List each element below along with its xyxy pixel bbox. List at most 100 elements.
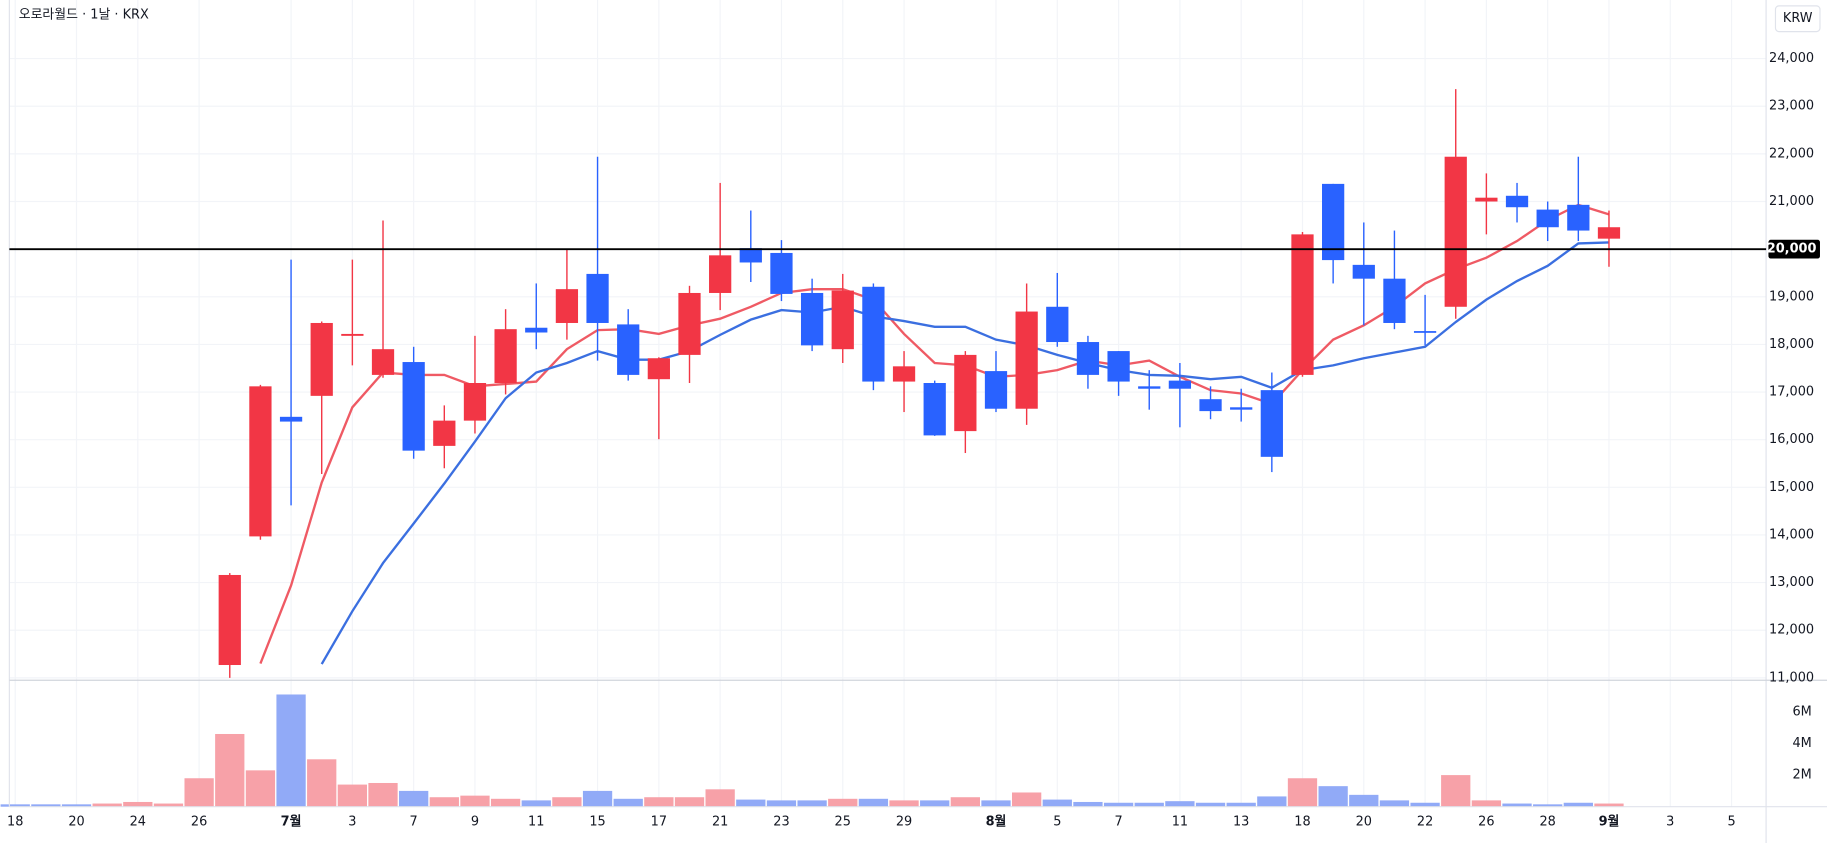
x-tick-label: 22	[1417, 814, 1433, 829]
candle-body	[402, 362, 425, 451]
candle-body	[279, 416, 303, 422]
x-tick-label: 5	[1727, 814, 1735, 829]
volume-bar	[1502, 803, 1532, 807]
moving-average	[320, 241, 1610, 665]
candle-body	[739, 248, 762, 263]
candle-body	[1291, 234, 1314, 375]
candle-body	[586, 273, 609, 323]
x-tick-label: 11	[528, 814, 544, 829]
volume-bar	[153, 803, 184, 807]
candle-body	[647, 358, 670, 380]
candle-body	[463, 383, 487, 421]
volume-bar	[521, 800, 551, 807]
volume-bar	[1226, 802, 1256, 807]
level-label: 20,000	[1767, 242, 1817, 257]
volume-bar	[705, 789, 735, 807]
volume-bar	[1073, 801, 1103, 807]
x-tick-label: 9	[471, 814, 479, 829]
volume-bar	[276, 694, 306, 807]
volume-tick-label: 6M	[1792, 704, 1811, 719]
y-tick-label: 16,000	[1769, 432, 1814, 447]
x-tick-label: 5	[1053, 814, 1061, 829]
candle-body	[1168, 380, 1192, 389]
volume-bar	[1410, 802, 1440, 807]
axes: 11,000 12,000 13,000 14,000 15,000 16,000 17,0…	[7, 51, 1820, 829]
volume-bar	[1287, 778, 1318, 807]
candle-body	[770, 252, 793, 294]
x-tick-label: 11	[1172, 814, 1188, 829]
volume-bar	[1103, 802, 1134, 807]
volume-tick-label: 4M	[1792, 736, 1811, 751]
candle-body	[1260, 390, 1283, 457]
candle-body	[433, 420, 456, 446]
candle-body	[1352, 264, 1375, 279]
y-tick-label: 13,000	[1769, 575, 1814, 590]
grid	[9, 0, 1767, 807]
x-tick-label: 17	[651, 814, 667, 829]
candle-body	[1536, 209, 1559, 228]
x-tick-label: 8월	[986, 813, 1007, 829]
candle-body	[1076, 342, 1100, 375]
x-tick-label: 15	[589, 814, 605, 829]
volume-bar	[736, 799, 766, 807]
x-tick-label: 26	[191, 814, 207, 829]
y-tick-label: 21,000	[1769, 194, 1814, 209]
candle-body	[494, 329, 517, 384]
volume-bar	[215, 733, 245, 807]
candle-body	[1230, 407, 1253, 410]
volume-bar	[184, 778, 214, 807]
volume-bar	[552, 797, 582, 807]
volume-bar	[245, 770, 276, 807]
currency[interactable]: KRW	[1783, 11, 1813, 26]
volume-bar	[858, 798, 889, 807]
candle-body	[892, 366, 916, 382]
currency-box[interactable]	[1774, 5, 1821, 33]
level-label-box	[1768, 239, 1820, 259]
volume-bar	[613, 798, 643, 807]
volume-bar	[920, 800, 950, 807]
y-tick-label: 14,000	[1769, 527, 1814, 542]
y-tick-label: 15,000	[1769, 480, 1814, 495]
volume-bar	[1563, 802, 1593, 807]
volume-bar	[1134, 802, 1164, 807]
volume-bar	[1441, 775, 1471, 807]
volume-bar	[1533, 804, 1563, 807]
candle-body	[800, 292, 824, 346]
y-tick-label: 24,000	[1769, 51, 1814, 66]
volume-bar	[950, 797, 980, 807]
y-tick-label: 22,000	[1769, 146, 1814, 161]
candle-body	[1046, 306, 1069, 343]
volume-bar	[429, 797, 459, 807]
x-tick-label: 18	[7, 814, 23, 829]
y-tick-label: 12,000	[1769, 623, 1814, 638]
volume-bar	[1471, 800, 1502, 807]
candle-body	[831, 290, 854, 350]
volume-bar	[0, 804, 30, 807]
x-tick-label: 20	[1356, 814, 1372, 829]
volume-bar	[674, 797, 705, 807]
volume-bar	[61, 804, 92, 807]
candle-body	[923, 383, 946, 436]
candle-body	[1444, 156, 1467, 307]
volume-bar	[797, 800, 827, 807]
candle-body	[1383, 278, 1406, 323]
x-tick-label: 20	[68, 814, 84, 829]
volume-bar	[460, 795, 490, 807]
x-tick-label: 29	[896, 814, 912, 829]
volume-bar	[1318, 786, 1348, 807]
volume-bar	[368, 782, 398, 807]
candle-body	[249, 386, 272, 537]
x-tick-label: 7월	[281, 813, 302, 829]
candle-body	[1199, 399, 1222, 412]
candle-body	[1567, 204, 1590, 231]
volume-bar	[1257, 796, 1287, 807]
y-tick-label: 17,000	[1769, 385, 1814, 400]
candle-body	[709, 255, 732, 293]
volume-bar	[490, 798, 521, 807]
candle-body	[617, 324, 640, 375]
candle-body	[1597, 227, 1621, 239]
y-tick-label: 23,000	[1769, 99, 1814, 114]
volume-bar	[828, 798, 858, 807]
volume-bar	[766, 800, 797, 807]
